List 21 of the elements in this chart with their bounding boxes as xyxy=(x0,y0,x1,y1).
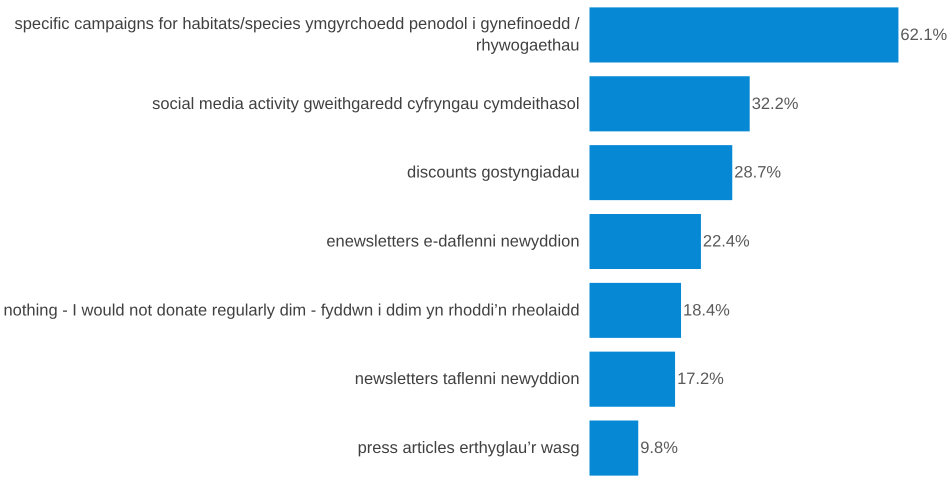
data-label: 62.1% xyxy=(900,26,948,44)
bar xyxy=(590,145,732,200)
y-tick-label: discounts gostyngiadau xyxy=(407,164,580,182)
bar xyxy=(590,76,750,132)
data-label: 22.4% xyxy=(702,232,750,250)
data-label: 17.2% xyxy=(677,370,724,388)
bar xyxy=(590,7,898,62)
y-tick-label: nothing - I would not donate regularly dim - fyddwn i ddim yn rhoddi’n rheolaidd xyxy=(4,301,580,320)
y-tick-label: newsletters taflenni newyddion xyxy=(354,370,580,388)
y-tick-label: press articles erthyglau’r wasg xyxy=(358,439,580,458)
bar xyxy=(590,420,638,476)
y-tick-label: social media activity gweithgaredd cyfryngau cymdeithasol xyxy=(152,94,580,113)
y-tick-label: enewsletters e-daflenni newyddion xyxy=(326,232,580,250)
data-label: 28.7% xyxy=(734,164,782,182)
y-tick-label: specific campaigns for habitats/species ymgyrchoedd penodol i gynefinoedd / rhywogaethau xyxy=(14,15,580,55)
bar xyxy=(590,352,676,407)
data-label: 18.4% xyxy=(683,301,730,320)
bar xyxy=(590,282,682,338)
bar xyxy=(590,214,701,270)
data-label: 32.2% xyxy=(752,94,799,113)
data-label: 9.8% xyxy=(640,439,678,458)
